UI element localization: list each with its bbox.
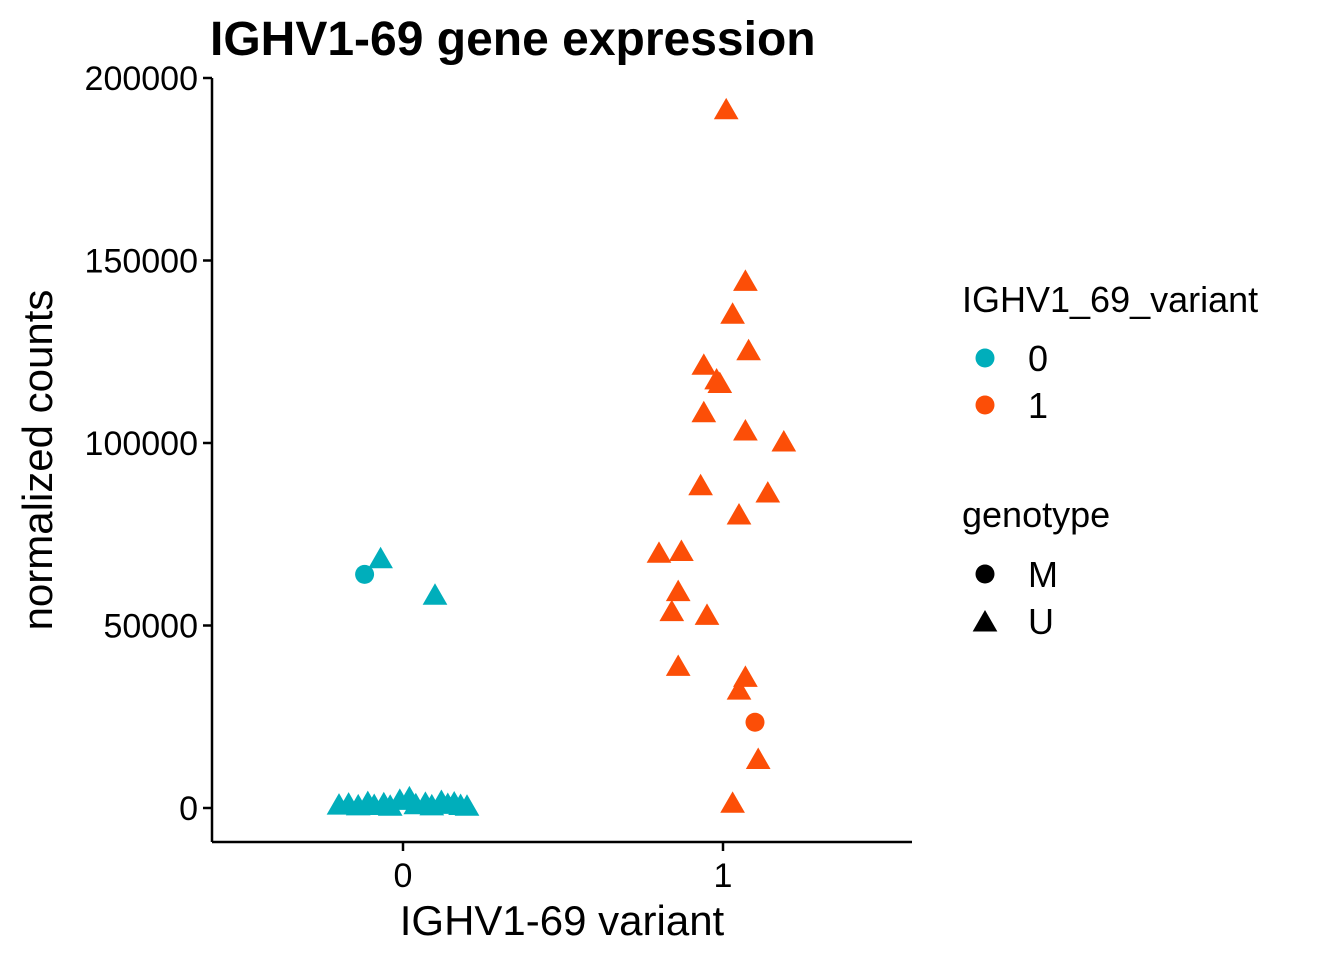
legend: IGHV1_69_variant 0 1 genotype MU — [962, 279, 1258, 642]
legend-key — [975, 348, 995, 368]
legend-title: genotype — [962, 494, 1110, 535]
data-point — [355, 564, 375, 584]
chart-title: IGHV1-69 gene expression — [210, 13, 816, 66]
legend-key — [975, 395, 995, 415]
y-tick-label: 0 — [179, 790, 198, 828]
data-point — [665, 579, 691, 602]
data-point — [736, 338, 761, 361]
data-points — [326, 97, 797, 816]
legend-label: U — [1028, 601, 1054, 642]
data-point — [691, 400, 717, 423]
data-point — [694, 603, 720, 625]
data-point — [771, 430, 797, 452]
data-point — [726, 503, 752, 525]
data-point — [745, 712, 765, 732]
y-tick-label: 100000 — [85, 425, 198, 463]
data-point — [665, 654, 691, 676]
data-point — [646, 541, 672, 563]
data-point — [720, 791, 745, 813]
y-axis-title: normalized counts — [14, 290, 61, 631]
data-point — [733, 269, 758, 291]
data-point — [713, 97, 739, 120]
data-point — [688, 473, 713, 496]
legend-title: IGHV1_69_variant — [962, 279, 1258, 320]
y-tick-label: 50000 — [103, 608, 198, 646]
legend-key — [972, 610, 998, 632]
data-point — [377, 794, 403, 816]
data-point — [669, 539, 694, 561]
data-point — [733, 419, 758, 441]
x-axis-title: IGHV1-69 variant — [400, 897, 725, 944]
data-point — [422, 583, 448, 605]
data-point — [368, 546, 393, 569]
data-point — [659, 599, 685, 622]
data-point — [691, 353, 717, 375]
legend-label: M — [1028, 554, 1058, 595]
data-point — [726, 678, 752, 700]
y-tick-label: 200000 — [85, 60, 198, 98]
data-point — [755, 481, 781, 503]
y-tick-label: 150000 — [85, 243, 198, 281]
x-tick-label: 1 — [714, 857, 733, 895]
data-point — [745, 747, 771, 769]
x-tick-label: 0 — [394, 857, 413, 895]
y-axis-ticks: 0 50000 100000 150000 200000 — [85, 60, 212, 828]
data-point — [720, 302, 745, 324]
legend-label: 0 — [1028, 338, 1048, 379]
data-point — [707, 371, 733, 394]
data-point — [454, 794, 480, 816]
legend-key — [975, 564, 995, 584]
legend-label: 1 — [1028, 385, 1048, 426]
